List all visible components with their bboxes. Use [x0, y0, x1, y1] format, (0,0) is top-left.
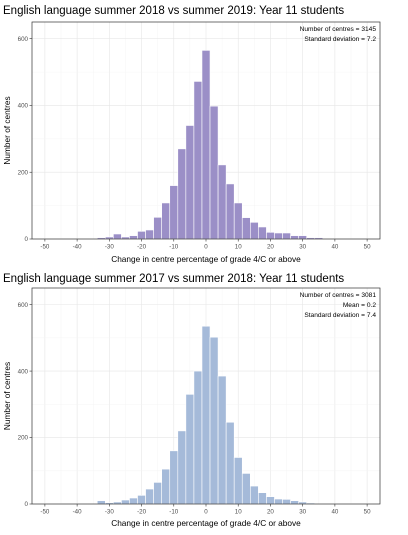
histogram-chart-2017-vs-2018: English language summer 2017 vs summer 2…	[2, 273, 381, 528]
x-tick-label: -40	[73, 244, 83, 251]
y-tick-label: 400	[18, 103, 29, 110]
histogram-bar	[241, 217, 251, 240]
histogram-bar	[225, 421, 235, 505]
chart-title: English language summer 2018 vs summer 2…	[3, 5, 344, 17]
y-axis-label: Number of centres	[2, 362, 12, 430]
histogram-bar	[177, 430, 187, 505]
histogram-bar	[250, 485, 259, 505]
y-tick-label: 200	[18, 169, 29, 176]
histogram-bar	[145, 229, 154, 240]
histogram-bar	[129, 497, 138, 505]
x-tick-label: -50	[40, 244, 50, 251]
histogram-bar	[217, 375, 227, 505]
histogram-bar	[129, 235, 138, 240]
y-axis: 0 200 400 600	[18, 36, 32, 243]
x-axis: -50 -40 -30 -20 -10 0 10 20 30 40 50	[40, 504, 371, 516]
x-tick-label: 40	[331, 509, 338, 516]
histogram-bar	[274, 498, 283, 505]
x-tick-label: 40	[331, 244, 338, 251]
histogram-bar	[233, 457, 243, 505]
x-tick-label: -30	[105, 244, 115, 251]
x-axis-label: Change in centre percentage of grade 4/C…	[111, 518, 301, 528]
histogram-bar	[258, 226, 267, 240]
histogram-bar	[201, 50, 211, 240]
histogram-bar	[193, 370, 203, 505]
x-tick-label: -40	[73, 509, 83, 516]
y-axis-label: Number of centres	[2, 96, 12, 164]
bars	[96, 50, 324, 240]
y-tick-label: 0	[25, 236, 29, 243]
histogram-bar	[258, 492, 267, 505]
histogram-bar	[274, 232, 283, 240]
histogram-bar	[233, 202, 243, 240]
histogram-bar	[121, 499, 130, 505]
x-axis-label: Change in centre percentage of grade 4/C…	[111, 254, 301, 264]
annotation-line: Number of centres = 3081	[300, 292, 377, 299]
histogram-bar	[250, 222, 259, 240]
x-tick-label: 30	[299, 244, 306, 251]
annotation-line: Number of centres = 3145	[300, 26, 377, 33]
histogram-bar	[185, 394, 195, 505]
histogram-bar	[169, 450, 179, 505]
histogram-bar	[161, 202, 171, 240]
histogram-bar	[282, 232, 291, 240]
histogram-bar	[145, 488, 154, 505]
histogram-bar	[209, 105, 219, 240]
y-tick-label: 400	[18, 368, 29, 375]
x-tick-label: -10	[169, 509, 179, 516]
x-tick-label: 50	[364, 244, 371, 251]
histogram-bar	[153, 482, 162, 505]
annotation-line: Standard deviation = 7.2	[304, 36, 376, 43]
histogram-bar	[185, 125, 195, 240]
x-tick-label: -50	[40, 509, 50, 516]
chart-title: English language summer 2017 vs summer 2…	[3, 273, 344, 285]
x-tick-label: 30	[299, 509, 306, 516]
y-tick-label: 600	[18, 36, 29, 43]
y-axis: 0 200 400 600	[18, 302, 32, 508]
histogram-bar	[298, 235, 307, 240]
x-tick-label: 10	[235, 509, 242, 516]
histogram-bar	[266, 496, 275, 505]
histogram-bar	[96, 500, 106, 505]
histogram-chart-2018-vs-2019: English language summer 2018 vs summer 2…	[2, 5, 381, 264]
annotation-line: Mean = 0.2	[343, 302, 377, 309]
histogram-bar	[169, 185, 179, 240]
statistics-annotation: Number of centres = 3145 Standard deviati…	[300, 26, 377, 43]
histogram-bar	[113, 233, 122, 240]
histogram-bar	[201, 325, 211, 505]
x-tick-label: 20	[267, 244, 274, 251]
histogram-bar	[266, 232, 275, 240]
histogram-bar	[282, 499, 291, 505]
histogram-bar	[290, 235, 299, 240]
x-tick-label: -20	[137, 244, 147, 251]
histogram-bar	[161, 468, 171, 505]
x-tick-label: -30	[105, 509, 115, 516]
histogram-bar	[137, 495, 146, 505]
histogram-bar	[137, 231, 146, 240]
annotation-line: Standard deviation = 7.4	[304, 312, 376, 319]
histogram-bar	[290, 500, 299, 505]
x-tick-label: 10	[235, 244, 242, 251]
x-tick-label: -10	[169, 244, 179, 251]
y-tick-label: 600	[18, 302, 29, 309]
histogram-bar	[209, 336, 219, 505]
histogram-bar	[177, 148, 187, 240]
histogram-bar	[153, 217, 162, 240]
x-tick-label: 0	[204, 509, 208, 516]
y-tick-label: 200	[18, 435, 29, 442]
x-tick-label: -20	[137, 509, 147, 516]
histogram-bar	[241, 473, 251, 505]
x-tick-label: 50	[364, 509, 371, 516]
statistics-annotation: Number of centres = 3081 Mean = 0.2 Standa…	[300, 292, 377, 319]
histogram-bar	[193, 81, 203, 240]
x-tick-label: 20	[267, 509, 274, 516]
x-axis: -50 -40 -30 -20 -10 0 10 20 30 40 50	[40, 239, 371, 251]
bars	[96, 325, 316, 505]
histogram-bar	[225, 183, 235, 240]
y-tick-label: 0	[25, 501, 29, 508]
histogram-bar	[217, 164, 227, 240]
x-tick-label: 0	[204, 244, 208, 251]
